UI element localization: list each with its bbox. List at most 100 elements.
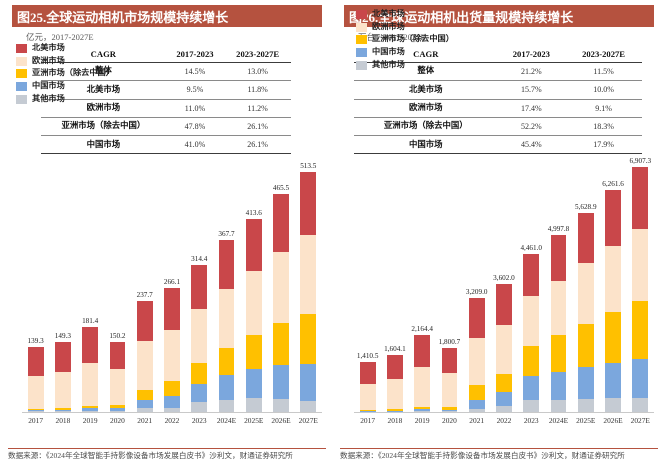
col-header-fcst: 2023-2027E (582, 49, 626, 59)
table-header-row: CAGR 2017-2023 2023-2027E (41, 46, 291, 63)
x-axis-tick-label: 2025E (576, 416, 596, 425)
bar-segment-欧洲市场 (550, 280, 567, 336)
bar-segment-亚洲市场（除去中国） (496, 374, 512, 393)
bar-segment-欧洲市场 (54, 371, 71, 408)
panel-figure-26: 图26.全球运动相机出货量规模持续增长 万台，2017-2027E CAGR 2… (332, 0, 664, 465)
row-label: 北美市场 (354, 80, 498, 100)
stacked-bar (245, 218, 262, 412)
legend-swatch-icon (356, 22, 367, 32)
bar-column: 6,261.6 (599, 150, 626, 412)
bar-segment-其他市场 (577, 398, 594, 412)
bar-segment-亚洲市场（除去中国） (54, 407, 71, 410)
stacked-bar (136, 300, 153, 412)
bar-segment-中国市场 (109, 408, 126, 411)
bar-segment-欧洲市场 (441, 373, 458, 408)
bar-segment-北美市场 (191, 264, 208, 310)
row-label: 亚洲市场（除去中国） (41, 117, 166, 137)
row-label: 中国市场 (354, 135, 498, 155)
x-axis-tick-label: 2018 (387, 416, 403, 425)
cell-cagr-forecast: 17.9% (565, 135, 642, 155)
bar-column: 3,209.0 (463, 150, 490, 412)
bar-segment-北美市场 (496, 284, 512, 326)
bar-segment-北美市场 (577, 212, 594, 264)
table-row: 亚洲市场（除去中国） 47.8% 26.1% (41, 117, 291, 137)
bar-value-label: 2,164.4 (411, 325, 433, 334)
bar-segment-北美市场 (54, 342, 71, 372)
stacked-bar (605, 190, 621, 412)
bar-segment-其他市场 (496, 405, 512, 412)
bar-value-label: 465.5 (272, 184, 290, 193)
table-row: 亚洲市场（除去中国） 52.2% 18.3% (354, 117, 642, 137)
bar-segment-其他市场 (164, 407, 180, 412)
bar-segment-中国市场 (468, 399, 485, 409)
x-axis-tick-label: 2017 (28, 416, 44, 425)
legend-label: 北美市场 (372, 9, 405, 18)
bar-segment-其他市场 (273, 399, 289, 412)
bar-column: 139.3 (22, 150, 49, 412)
stacked-bar (54, 342, 71, 412)
legend-item: 北美市场 (16, 42, 114, 55)
legend-label: 欧洲市场 (372, 21, 405, 31)
plot-area-left: 139.3 149.3 181.4 150.2 237.7 266.1 314.4 367.7… (22, 150, 322, 413)
bar-value-label: 4,997.8 (547, 225, 570, 234)
bar-segment-其他市场 (82, 410, 99, 412)
bar-column: 367.7 (213, 150, 240, 412)
bar-segment-北美市场 (300, 171, 317, 235)
bar-segment-欧洲市场 (605, 246, 621, 313)
x-axis-tick-label: 2022 (496, 416, 512, 425)
bar-value-label: 3,209.0 (465, 288, 488, 297)
cell-cagr-forecast: 13.0% (224, 62, 291, 82)
bar-segment-其他市场 (245, 398, 262, 412)
bar-segment-其他市场 (54, 411, 71, 412)
bar-column: 513.5 (295, 150, 322, 412)
bar-value-label: 413.6 (245, 208, 262, 217)
stacked-bar (441, 348, 458, 412)
bar-column: 1,410.5 (354, 150, 381, 412)
stacked-bar (27, 346, 44, 412)
bar-segment-北美市场 (605, 190, 621, 247)
legend-swatch-icon (356, 35, 367, 45)
cell-cagr-hist: 47.8% (165, 117, 225, 137)
bar-segment-亚洲市场（除去中国） (523, 346, 540, 376)
bar-segment-欧洲市场 (468, 338, 485, 386)
col-header-cagr: CAGR (90, 49, 116, 59)
bar-column: 4,461.0 (518, 150, 545, 412)
x-axis-tick-label: 2025E (244, 416, 264, 425)
bar-segment-欧洲市场 (164, 329, 180, 381)
bar-segment-其他市场 (27, 411, 44, 412)
legend-label: 亚洲市场（除去中国） (32, 68, 114, 78)
bar-segment-北美市场 (273, 194, 289, 253)
bar-segment-欧洲市场 (359, 383, 376, 410)
bar-value-label: 5,628.9 (574, 202, 597, 211)
bar-segment-中国市场 (82, 408, 99, 411)
x-axis-tick-label: 2024E (216, 416, 237, 425)
bar-segment-中国市场 (605, 363, 621, 399)
x-axis-tick-label: 2022 (164, 416, 180, 425)
x-axis-tick-label: 2020 (442, 416, 457, 425)
stacked-bar (218, 239, 235, 412)
table-header-row: CAGR 2017-2023 2023-2027E (354, 46, 642, 63)
stacked-bar (577, 212, 594, 412)
bar-segment-欧洲市场 (82, 362, 99, 406)
cell-cagr-hist: 45.4% (497, 135, 566, 155)
x-axis-tick-label: 2019 (414, 416, 430, 425)
row-label: 亚洲市场（除去中国） (354, 117, 498, 137)
x-axis-tick-label: 2026E (271, 416, 291, 425)
cell-cagr-hist: 41.0% (165, 135, 225, 155)
legend-item: 其他市场 (16, 93, 114, 106)
cell-cagr-forecast: 11.8% (224, 80, 291, 100)
legend-item: 亚洲市场（除去中国） (16, 67, 114, 80)
bar-column: 181.4 (77, 150, 104, 412)
table-row: 北美市场 9.5% 11.8% (41, 80, 291, 100)
cell-cagr-forecast: 11.5% (565, 62, 642, 82)
bar-segment-中国市场 (496, 392, 512, 406)
bar-segment-亚洲市场（除去中国） (82, 405, 99, 409)
col-header-hist: 2017-2023 (512, 49, 550, 59)
legend-item: 欧洲市场 (356, 21, 454, 34)
bar-segment-中国市场 (577, 367, 594, 399)
legend-swatch-icon (16, 94, 27, 104)
bar-segment-其他市场 (218, 399, 235, 412)
bar-segment-中国市场 (273, 365, 289, 400)
bar-segment-其他市场 (109, 410, 126, 412)
stacked-bar (632, 167, 649, 412)
